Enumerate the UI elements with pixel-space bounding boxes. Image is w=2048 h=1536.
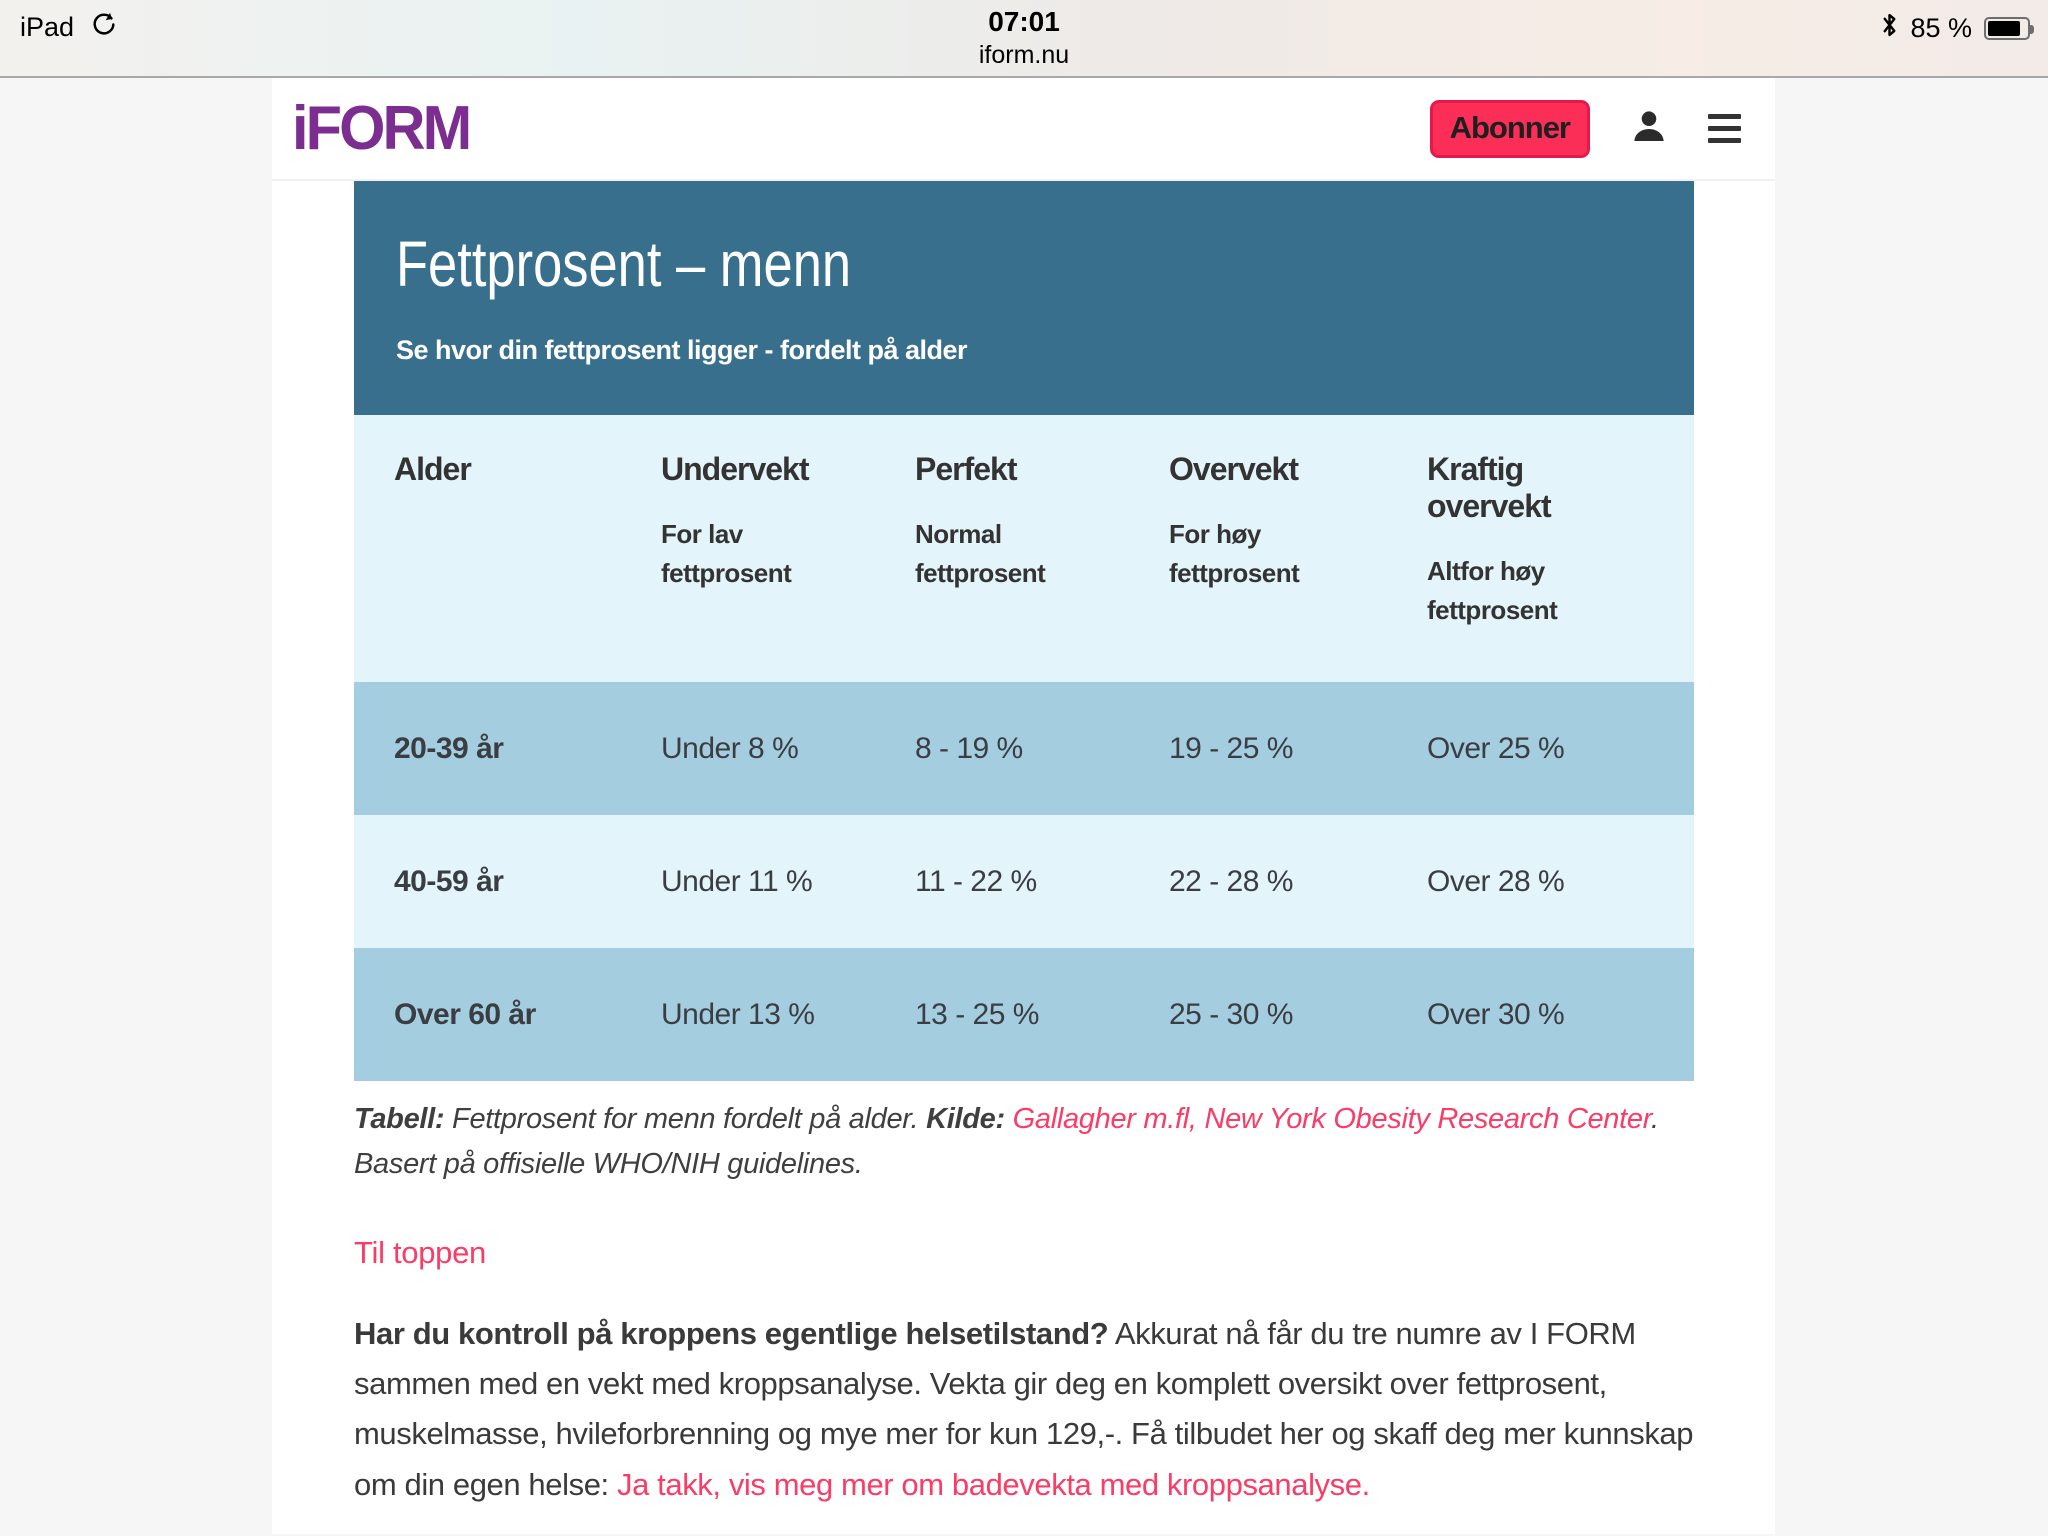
column-label: Alder — [394, 451, 472, 487]
user-icon[interactable] — [1630, 107, 1668, 150]
current-site-url: iform.nu — [978, 41, 1070, 69]
value-cell: Under 13 % — [661, 997, 815, 1031]
battery-tip — [2030, 25, 2034, 34]
column-sublabel: Altfor høy fettprosent — [1427, 555, 1558, 625]
promo-offer-link[interactable]: Ja takk, vis meg mer om badevekta med kr… — [616, 1466, 1370, 1502]
article: Fettprosent – menn Se hvor din fettprose… — [354, 181, 1694, 1510]
age-cell: 40-59 år — [394, 864, 504, 898]
column-label: Undervekt — [661, 451, 810, 487]
iform-logo[interactable]: iFORM — [292, 94, 472, 163]
subscribe-button[interactable]: Abonner — [1429, 99, 1590, 158]
value-cell: Under 8 % — [661, 731, 799, 765]
site-header: iFORM Abonner — [272, 78, 1775, 181]
value-cell: Over 30 % — [1427, 997, 1565, 1031]
value-cell: 8 - 19 % — [915, 731, 1023, 765]
page-background: iFORM Abonner Fettprosent – menn Se hvor — [0, 78, 2048, 1534]
table-row: 20-39 år Under 8 % 8 - 19 % 19 - 25 % Ov… — [354, 682, 1694, 815]
column-label: Overvekt — [1169, 451, 1299, 487]
content-column: iFORM Abonner Fettprosent – menn Se hvor — [272, 78, 1775, 1534]
status-right: 85 % — [1881, 12, 2034, 45]
table-header-cell: Undervekt For lav fettprosent — [621, 415, 875, 682]
value-cell: 19 - 25 % — [1169, 731, 1293, 765]
value-cell: 22 - 28 % — [1169, 864, 1293, 898]
status-center: 07:01 iform.nu — [0, 6, 2048, 70]
caption-suffix: . Basert på offisielle WHO/NIH guideline… — [354, 1103, 1659, 1180]
to-top-link[interactable]: Til toppen — [354, 1234, 486, 1270]
value-cell: 25 - 30 % — [1169, 997, 1293, 1031]
column-label: Perfekt — [915, 451, 1018, 487]
hero-banner: Fettprosent – menn Se hvor din fettprose… — [354, 181, 1694, 415]
table-caption: Tabell: Fettprosent for menn fordelt på … — [354, 1097, 1699, 1187]
fat-percent-table: Alder Undervekt For lav fettprosent Perf… — [354, 415, 1694, 1081]
page-subtitle: Se hvor din fettprosent ligger - fordelt… — [396, 335, 968, 365]
table-header-cell: Kraftig overvekt Altfor høy fettprosent — [1387, 415, 1694, 682]
promo-lead: Har du kontroll på kroppens egentlige he… — [354, 1315, 1109, 1351]
battery-fill — [1988, 21, 2021, 36]
source-link[interactable]: Gallagher m.fl, New York Obesity Researc… — [1012, 1103, 1652, 1135]
sync-icon — [90, 10, 118, 45]
page-title: Fettprosent – menn — [396, 228, 852, 300]
column-label: Kraftig overvekt — [1427, 451, 1552, 524]
caption-label: Tabell: — [354, 1103, 445, 1135]
battery-percent-label: 85 % — [1910, 13, 1972, 43]
status-left: iPad — [20, 10, 118, 45]
table-header-cell: Alder — [354, 415, 621, 682]
header-actions: Abonner — [1429, 99, 1741, 158]
bluetooth-icon — [1881, 12, 1898, 45]
age-cell: Over 60 år — [394, 997, 536, 1031]
caption-source-label: Kilde: — [926, 1103, 1005, 1135]
promo-paragraph: Har du kontroll på kroppens egentlige he… — [354, 1309, 1699, 1510]
value-cell: Under 11 % — [661, 864, 813, 898]
value-cell: Over 25 % — [1427, 731, 1565, 765]
column-sublabel: Normal fettprosent — [915, 518, 1046, 588]
value-cell: Over 28 % — [1427, 864, 1565, 898]
table-row: 40-59 år Under 11 % 11 - 22 % 22 - 28 % … — [354, 815, 1694, 948]
column-sublabel: For høy fettprosent — [1169, 518, 1300, 588]
battery-icon — [1984, 17, 2034, 40]
value-cell: 13 - 25 % — [915, 997, 1039, 1031]
clock: 07:01 — [988, 6, 1060, 37]
table-header-row: Alder Undervekt For lav fettprosent Perf… — [354, 415, 1694, 682]
table-row: Over 60 år Under 13 % 13 - 25 % 25 - 30 … — [354, 948, 1694, 1081]
promo-body: Akkurat nå får du tre numre av I FORM sa… — [354, 1315, 1694, 1502]
menu-icon[interactable] — [1708, 114, 1741, 143]
device-label: iPad — [20, 12, 75, 42]
status-bar: iPad 07:01 iform.nu 85 % — [0, 0, 2048, 78]
column-sublabel: For lav fettprosent — [661, 518, 792, 588]
value-cell: 11 - 22 % — [915, 864, 1037, 898]
age-cell: 20-39 år — [394, 731, 504, 765]
table-header-cell: Perfekt Normal fettprosent — [875, 415, 1129, 682]
table-header-cell: Overvekt For høy fettprosent — [1129, 415, 1387, 682]
caption-text: Fettprosent for menn fordelt på alder. — [444, 1103, 927, 1135]
